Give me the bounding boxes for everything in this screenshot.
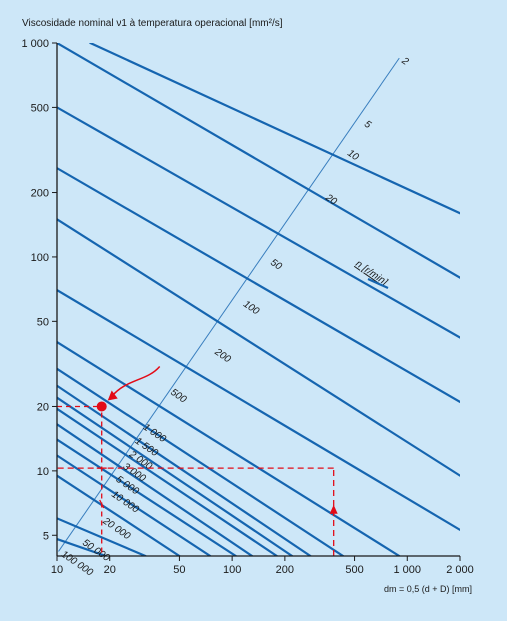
x-tick-label: 20 [104, 564, 116, 576]
line-label-2: 2 [399, 55, 411, 68]
series-line-20000 [57, 474, 181, 556]
series-line-50000 [57, 517, 147, 556]
hand-cross-tick-2 [99, 499, 105, 509]
y-tick-label: 20 [37, 401, 49, 413]
line-label-100: 100 [241, 299, 261, 318]
chart-title: Viscosidade nominal ν1 à temperatura ope… [22, 18, 283, 29]
hand-arrow-head [107, 390, 118, 401]
series-line-20 [57, 167, 460, 404]
x-axis-label-group: dm = 0,5 (d + D) [mm] [384, 584, 472, 594]
chart-title-group: Viscosidade nominal ν1 à temperatura ope… [22, 18, 283, 29]
y-tick-label: 50 [37, 316, 49, 328]
series-line-500 [57, 367, 345, 556]
series-line-2000 [57, 407, 278, 556]
x-tick-label: 2 000 [446, 564, 474, 576]
x-tick-label: 100 [223, 564, 241, 576]
plot-lines [57, 43, 460, 556]
annotations [57, 365, 338, 556]
y-tick-label: 5 [43, 530, 49, 542]
hand-arrow-curve [111, 365, 161, 397]
diagonal-guide-line [58, 57, 400, 552]
series-line-1500 [57, 396, 294, 556]
legend-label: n [r/min] [353, 258, 389, 288]
series-line-1000 [57, 384, 312, 556]
series-line-50 [57, 218, 460, 477]
x-tick-label: 1 000 [394, 564, 422, 576]
line-label-500: 500 [168, 387, 188, 406]
x-tick-label: 500 [345, 564, 363, 576]
y-tick-label: 100 [31, 252, 49, 264]
x-tick-label: 200 [276, 564, 294, 576]
series-line-200 [57, 340, 401, 556]
x-tick-label: 10 [51, 564, 63, 576]
y-tick-label: 200 [31, 188, 49, 200]
series-line-100 [57, 288, 460, 531]
line-label-200: 200 [212, 346, 233, 365]
axes: 5 10 20 50 100 200 500 1 000 10 20 50 100 200 500 1 00… [21, 38, 473, 576]
line-label-50: 50 [268, 257, 284, 273]
series-line-3000 [57, 423, 254, 556]
y-tick-label: 500 [31, 102, 49, 114]
series-line-5 [57, 43, 460, 279]
line-label-50000: 50 000 [80, 537, 112, 564]
example-arrow-up [329, 504, 338, 514]
x-axis-label: dm = 0,5 (d + D) [mm] [384, 584, 472, 594]
series-line-2 [89, 43, 460, 215]
legend-line-sample [367, 277, 389, 290]
series-line-10 [57, 106, 460, 339]
y-tick-label: 1 000 [21, 38, 49, 50]
y-tick-label: 10 [37, 466, 49, 478]
line-label-100000: 100 000 [59, 549, 95, 579]
series-line-5000 [57, 438, 237, 556]
x-tick-label: 50 [173, 564, 185, 576]
line-label-5: 5 [362, 119, 373, 131]
series-line-10000 [57, 454, 212, 556]
hand-marker-dot [96, 401, 107, 412]
